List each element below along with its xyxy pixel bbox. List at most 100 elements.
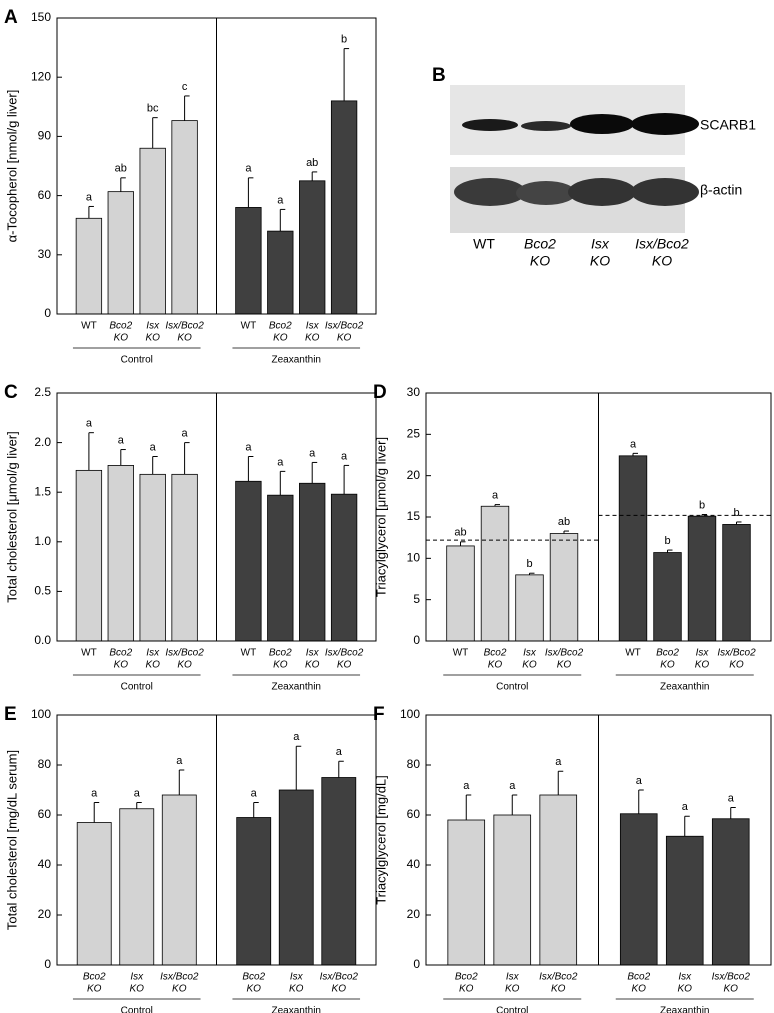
lane-label: WT [473, 236, 495, 252]
error-bar [730, 807, 736, 819]
y-tick-label: 2.0 [34, 435, 51, 449]
x-tick-label: WT [241, 321, 257, 332]
x-tick-label: Isx [290, 972, 304, 983]
x-tick-label: Bco2 [242, 972, 265, 983]
error-bar [247, 177, 254, 208]
panel-label: E [4, 704, 17, 725]
x-tick-label: KO [557, 660, 572, 671]
bar [119, 808, 155, 966]
bar [549, 533, 579, 642]
x-tick-label: Bco2 [455, 972, 478, 983]
chart-panel: E Total cholesterol [mg/dL serum] 0 20 40 60 8… [4, 704, 377, 1013]
x-tick-label: KO [660, 660, 675, 671]
annotation: a [91, 787, 98, 799]
y-tick-label: 20 [407, 907, 421, 921]
x-tick-label: Isx [506, 972, 520, 983]
x-tick-label: KO [145, 660, 160, 671]
annotation: ab [454, 527, 466, 539]
band [631, 113, 699, 135]
annotation: c [182, 81, 188, 93]
bar [161, 794, 197, 966]
bar [665, 835, 704, 966]
x-tick-label: Isx/Bco2 [717, 648, 756, 659]
y-tick-label: 80 [38, 757, 52, 771]
annotation: b [699, 499, 705, 511]
error-bar [88, 432, 94, 471]
annotation: a [86, 191, 93, 203]
error-bar [311, 171, 318, 181]
lane-label: KO [652, 253, 672, 269]
x-tick-label: KO [729, 660, 744, 671]
y-tick-label: 40 [407, 857, 421, 871]
error-bar [253, 802, 259, 818]
chart-panel: F Triacylglycerol [mg/dL] 0 20 40 60 80 100 a Bco… [373, 704, 772, 1013]
annotation: b [664, 535, 670, 547]
x-tick-label: KO [505, 984, 520, 995]
annotation: b [526, 558, 532, 570]
bar [171, 473, 198, 642]
x-tick-label: Isx/Bco2 [712, 972, 751, 983]
blot-row-label: β-actin [700, 182, 742, 198]
plot-frame [425, 714, 772, 966]
annotation: a [341, 450, 348, 462]
bar [236, 817, 272, 966]
bar [171, 120, 198, 315]
y-tick-label: 60 [38, 188, 52, 202]
error-bar [511, 794, 518, 815]
error-bar [465, 794, 472, 820]
annotation: a [118, 434, 125, 446]
x-tick-label: KO [678, 984, 693, 995]
annotation: ab [558, 516, 570, 528]
annotation: ab [306, 157, 318, 169]
annotation: a [682, 801, 689, 813]
annotation: b [733, 507, 739, 519]
annotation: a [86, 418, 93, 430]
y-tick-label: 0.0 [34, 633, 51, 647]
annotation: a [277, 456, 284, 468]
annotation: ab [115, 163, 127, 175]
y-tick-label: 150 [31, 10, 51, 24]
plot-frame [56, 17, 377, 315]
bar [299, 482, 326, 642]
bar [447, 819, 486, 966]
error-bar [638, 789, 644, 814]
x-tick-label: Isx/Bco2 [325, 648, 364, 659]
y-tick-label: 25 [407, 427, 421, 441]
error-bar [136, 802, 142, 809]
bar [618, 455, 648, 642]
annotation: a [245, 163, 252, 175]
error-bar [279, 470, 286, 496]
x-tick-label: Isx [696, 648, 710, 659]
bar [278, 789, 314, 966]
annotation: a [463, 780, 470, 792]
lane-label: Isx [591, 236, 610, 252]
annotation: bc [147, 103, 159, 115]
x-tick-label: KO [332, 984, 347, 995]
error-bar [736, 521, 742, 525]
x-tick-label: Isx/Bco2 [320, 972, 359, 983]
chart-panel: C Total cholesterol [μmol/g liver] 0.0 0.5 1… [4, 382, 377, 693]
x-tick-label: KO [87, 984, 102, 995]
band [462, 119, 518, 131]
band [568, 178, 636, 206]
x-tick-label: KO [551, 984, 566, 995]
group-label: Zeaxanthin [272, 355, 321, 366]
y-tick-label: 1.0 [34, 534, 51, 548]
lane-label: Isx/Bco2 [635, 236, 689, 252]
x-tick-label: KO [695, 660, 710, 671]
x-tick-label: Isx/Bco2 [160, 972, 199, 983]
x-tick-label: Isx/Bco2 [325, 321, 364, 332]
bar [653, 552, 682, 642]
error-bar [93, 802, 100, 823]
western-blot: B SCARB1 β-actin [432, 65, 756, 233]
y-tick-label: 5 [413, 592, 420, 606]
band [631, 178, 699, 206]
annotation: a [182, 428, 189, 440]
band [454, 178, 526, 206]
x-tick-label: WT [81, 321, 97, 332]
bar [267, 230, 294, 315]
band [570, 114, 634, 134]
bar [235, 480, 262, 642]
bar [107, 191, 134, 315]
